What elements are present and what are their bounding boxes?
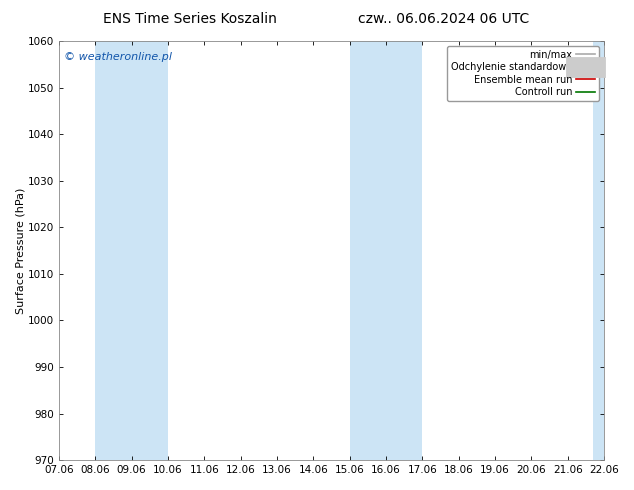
Y-axis label: Surface Pressure (hPa): Surface Pressure (hPa) <box>15 187 25 314</box>
Legend: min/max, Odchylenie standardowe, Ensemble mean run, Controll run: min/max, Odchylenie standardowe, Ensembl… <box>447 46 599 101</box>
Bar <box>593 41 604 460</box>
Bar <box>350 41 422 460</box>
Bar <box>95 41 168 460</box>
Text: ENS Time Series Koszalin: ENS Time Series Koszalin <box>103 12 277 26</box>
Text: © weatheronline.pl: © weatheronline.pl <box>64 51 172 62</box>
Text: czw.. 06.06.2024 06 UTC: czw.. 06.06.2024 06 UTC <box>358 12 529 26</box>
